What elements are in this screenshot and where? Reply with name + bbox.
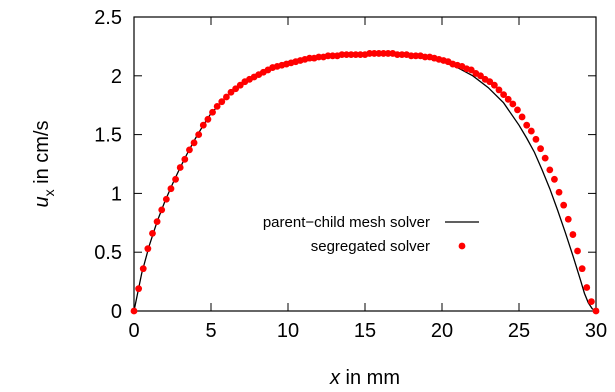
data-point — [527, 127, 535, 135]
data-point — [546, 166, 554, 174]
data-point — [592, 307, 600, 315]
plot-frame — [133, 16, 597, 312]
axis-ticks — [133, 16, 597, 312]
y-axis-label: ux in cm/s — [31, 120, 57, 207]
data-point — [204, 115, 212, 123]
data-point — [232, 85, 240, 93]
x-tick-label: 5 — [205, 320, 216, 342]
data-point — [490, 81, 498, 89]
legend: parent−child mesh solver segregated solv… — [263, 214, 479, 255]
x-tick-label: 10 — [277, 320, 299, 342]
x-tick-labels: 0 5 10 15 20 25 30 — [128, 320, 607, 342]
x-tick-label: 0 — [128, 320, 139, 342]
data-point — [523, 121, 531, 129]
data-point — [199, 121, 207, 129]
data-point — [144, 245, 152, 253]
y-tick-label: 2.5 — [94, 7, 122, 29]
data-point — [509, 100, 517, 108]
data-point — [514, 106, 521, 114]
legend-point-sample — [458, 242, 466, 250]
data-point — [209, 108, 216, 116]
data-point — [167, 185, 175, 193]
data-point — [564, 215, 572, 223]
data-point — [574, 247, 581, 255]
data-point — [162, 195, 170, 203]
data-point — [587, 298, 595, 305]
data-point — [537, 145, 544, 153]
data-point — [218, 98, 226, 106]
y-tick-label: 1.5 — [94, 125, 122, 147]
y-tick-label: 1 — [111, 183, 122, 205]
data-point — [213, 102, 221, 110]
data-point — [130, 307, 138, 315]
data-point — [486, 78, 494, 86]
data-point — [223, 93, 230, 101]
data-point — [176, 164, 184, 171]
y-tick-label: 2 — [111, 66, 122, 88]
data-point — [236, 81, 244, 89]
data-point — [583, 284, 591, 291]
data-point — [551, 175, 558, 183]
y-tick-label: 0.5 — [94, 242, 122, 264]
series-line-parent-child-mesh-solver — [133, 52, 597, 312]
data-point — [578, 265, 586, 273]
x-tick-label: 25 — [508, 320, 530, 342]
data-point — [500, 91, 507, 99]
x-tick-label: 30 — [585, 320, 607, 342]
data-point — [158, 206, 166, 214]
legend-label-points: segregated solver — [311, 238, 430, 255]
data-point — [190, 139, 198, 147]
data-point — [532, 135, 540, 143]
data-point — [555, 188, 563, 196]
data-point — [227, 88, 235, 96]
data-point — [186, 146, 193, 154]
data-point — [467, 66, 475, 74]
x-tick-label: 15 — [354, 320, 376, 342]
x-tick-label: 20 — [431, 320, 453, 342]
legend-label-line: parent−child mesh solver — [263, 214, 430, 231]
series-points-segregated-solver — [130, 50, 600, 315]
data-point — [172, 175, 179, 183]
y-tick-label: 0 — [111, 301, 122, 323]
data-point — [518, 113, 526, 121]
data-point — [495, 86, 503, 94]
data-point — [569, 231, 577, 238]
data-point — [181, 155, 189, 163]
y-tick-labels: 0 0.5 1 1.5 2 2.5 — [94, 7, 122, 323]
data-point — [149, 229, 156, 237]
data-point — [541, 154, 549, 162]
data-point — [153, 218, 161, 226]
data-point — [477, 72, 484, 80]
x-axis-label: x in mm — [329, 367, 400, 389]
data-point — [504, 95, 512, 103]
data-point — [195, 131, 203, 139]
data-point — [135, 285, 143, 293]
data-point — [560, 201, 568, 209]
data-point — [139, 265, 147, 273]
